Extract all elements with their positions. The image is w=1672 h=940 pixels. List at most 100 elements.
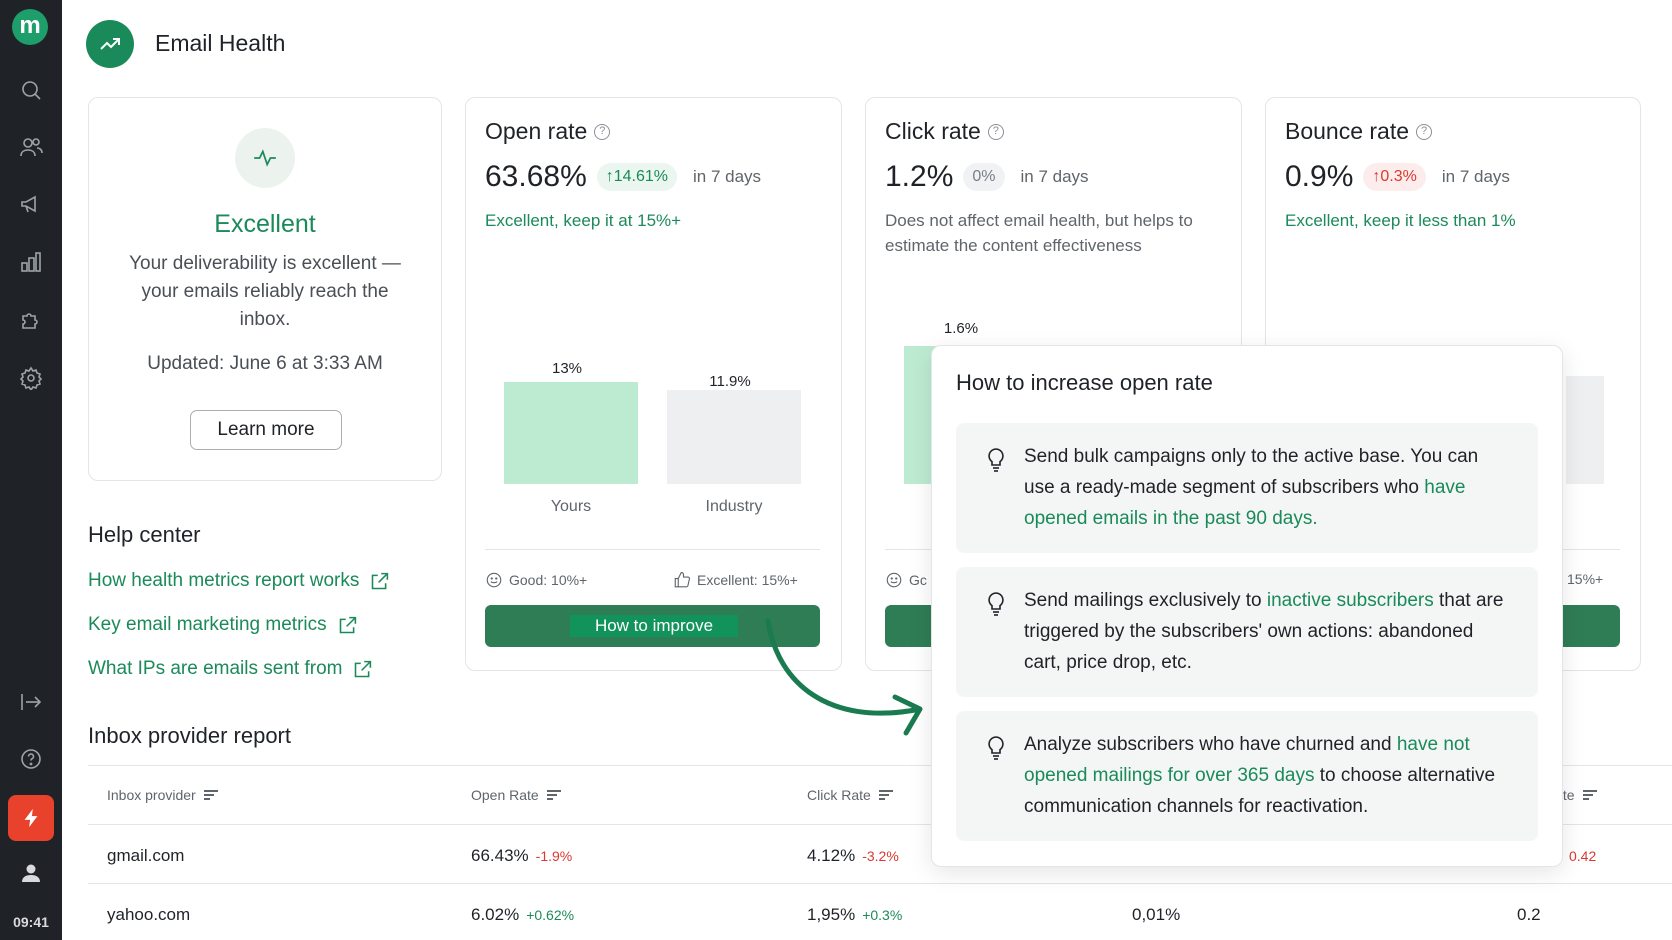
divider xyxy=(485,549,820,550)
sidebar: m 09:41 xyxy=(0,0,62,940)
legend-excellent-label: Excellent: 15%+ xyxy=(697,572,798,588)
users-icon[interactable] xyxy=(13,129,49,165)
profile-icon[interactable] xyxy=(13,855,49,891)
health-status: Excellent xyxy=(214,210,316,238)
open-rate-label: Open rate xyxy=(485,118,588,144)
bolt-icon[interactable] xyxy=(8,795,54,841)
sort-icon[interactable] xyxy=(203,788,218,802)
question-icon[interactable]: ? xyxy=(594,123,611,140)
bounce-bar-industry xyxy=(1566,376,1604,484)
tip-text: Analyze subscribers who have churned and… xyxy=(1024,729,1514,822)
bar-category-yours: Yours xyxy=(550,498,592,515)
click-rate-title: Click rate ? xyxy=(885,118,1004,145)
bar-category-industry: Industry xyxy=(705,498,763,515)
help-link-ips[interactable]: What IPs are emails sent from xyxy=(88,658,373,680)
settings-icon[interactable] xyxy=(13,360,49,396)
smile-icon xyxy=(886,572,902,588)
help-icon[interactable] xyxy=(13,741,49,777)
cell-col4: 0,01% xyxy=(1132,905,1181,924)
bar-value-yours: 13% xyxy=(551,360,583,377)
bar-chart-icon[interactable] xyxy=(13,244,49,280)
tip-card: Send bulk campaigns only to the active b… xyxy=(956,423,1538,553)
bounce-rate-period: in 7 days xyxy=(1441,167,1510,186)
cell-value: 1,95% xyxy=(807,905,856,924)
open-rate-card: Open rate ? 63.68% ↑14.61% in 7 days Exc… xyxy=(465,97,842,671)
click-rate-note: Does not affect email health, but helps … xyxy=(885,211,1193,255)
tip-text-post: to choose alternative communication chan… xyxy=(1024,765,1496,817)
cell-provider: yahoo.com xyxy=(107,905,191,924)
tip-text-pre: Send bulk campaigns only to the active b… xyxy=(1024,446,1479,498)
bounce-rate-label: Bounce rate xyxy=(1285,118,1410,144)
how-to-improve-label: How to improve xyxy=(570,615,738,637)
curved-arrow-icon xyxy=(765,618,923,736)
bounce-legend-label: 15%+ xyxy=(1567,571,1604,587)
open-rate-change: ↑14.61% xyxy=(596,163,678,191)
help-center-title: Help center xyxy=(88,522,201,547)
legend-excellent: Excellent: 15%+ xyxy=(673,571,798,589)
learn-more-button[interactable]: Learn more xyxy=(190,410,342,450)
sort-icon[interactable] xyxy=(546,788,561,802)
external-link-icon xyxy=(355,660,372,677)
lightbulb-icon xyxy=(988,448,1004,472)
table-header-line xyxy=(88,824,1672,825)
help-link-key-metrics[interactable]: Key email marketing metrics xyxy=(88,614,358,636)
cell-value: 4.12% xyxy=(807,846,856,865)
bounce-improve-button[interactable] xyxy=(1556,605,1620,647)
cell-delta: +0.62% xyxy=(526,907,575,923)
table-top-line xyxy=(88,765,1672,766)
column-header-click-rate[interactable]: Click Rate xyxy=(807,787,893,803)
bar-value-industry: 11.9% xyxy=(709,373,751,390)
cell-value: 6.02% xyxy=(471,905,520,924)
puzzle-icon[interactable] xyxy=(13,302,49,338)
column-header-label: Inbox provider xyxy=(107,787,196,803)
tip-card: Analyze subscribers who have churned and… xyxy=(956,711,1538,841)
tip-link[interactable]: have not opened mailings for over 365 da… xyxy=(1024,734,1470,786)
click-legend-good: Gc xyxy=(885,571,927,589)
tip-text-post: that are triggered by the subscribers' o… xyxy=(1024,590,1504,673)
legend-good: Good: 10%+ xyxy=(485,571,587,589)
bounce-rate-value-row: 0.9% ↑0.3% in 7 days xyxy=(1285,160,1510,194)
column-header-open-rate[interactable]: Open Rate xyxy=(471,787,561,803)
bounce-legend-excellent: 15%+ xyxy=(1567,571,1603,587)
health-updated: Updated: June 6 at 3:33 AM xyxy=(147,353,383,374)
cell-value: 66.43% xyxy=(471,846,529,865)
external-link-icon xyxy=(339,616,356,633)
tip-text: Send bulk campaigns only to the active b… xyxy=(1024,441,1514,534)
tip-link[interactable]: have opened emails in the past 90 days. xyxy=(1024,477,1466,529)
open-rate-value: 63.68% xyxy=(485,160,587,193)
health-card: Excellent Your deliverability is excelle… xyxy=(88,97,442,481)
help-link-label: How health metrics report works xyxy=(88,570,360,591)
sort-icon[interactable] xyxy=(1582,788,1597,802)
open-rate-title: Open rate ? xyxy=(485,118,611,145)
cell-delta: -3.2% xyxy=(862,848,899,864)
open-rate-tips-popup: How to increase open rate Send bulk camp… xyxy=(931,345,1563,867)
tip-link[interactable]: inactive subscribers xyxy=(1266,590,1434,611)
logo[interactable]: m xyxy=(12,9,48,45)
lightbulb-icon xyxy=(988,736,1004,760)
bounce-rate-title: Bounce rate ? xyxy=(1285,118,1433,145)
trend-icon xyxy=(86,20,134,68)
page-title: Email Health xyxy=(155,30,286,56)
cell-open-rate: 6.02% +0.62% xyxy=(471,905,574,925)
cell-provider: gmail.com xyxy=(107,846,185,865)
question-icon[interactable]: ? xyxy=(987,123,1004,140)
help-link-health-metrics[interactable]: How health metrics report works xyxy=(88,570,390,592)
megaphone-icon[interactable] xyxy=(13,186,49,222)
how-to-improve-button[interactable]: How to improve xyxy=(485,605,820,647)
exit-icon[interactable] xyxy=(13,684,49,720)
tip-text-pre: Send mailings exclusively to xyxy=(1024,590,1267,611)
open-rate-value-row: 63.68% ↑14.61% in 7 days xyxy=(485,160,761,194)
cell-open-rate: 66.43% -1.9% xyxy=(471,846,572,866)
bounce-rate-change: ↑0.3% xyxy=(1363,163,1426,191)
sort-icon[interactable] xyxy=(878,788,893,802)
search-icon[interactable] xyxy=(13,72,49,108)
help-link-label: Key email marketing metrics xyxy=(88,614,327,635)
question-icon[interactable]: ? xyxy=(1416,123,1433,140)
pulse-icon xyxy=(235,128,295,188)
bounce-rate-note: Excellent, keep it less than 1% xyxy=(1285,211,1516,230)
legend-good-label: Good: 10%+ xyxy=(509,572,588,588)
smile-icon xyxy=(486,572,502,588)
click-legend-label: Gc xyxy=(909,572,927,588)
click-rate-value-row: 1.2% 0% in 7 days xyxy=(885,160,1089,194)
column-header-provider[interactable]: Inbox provider xyxy=(107,787,218,803)
